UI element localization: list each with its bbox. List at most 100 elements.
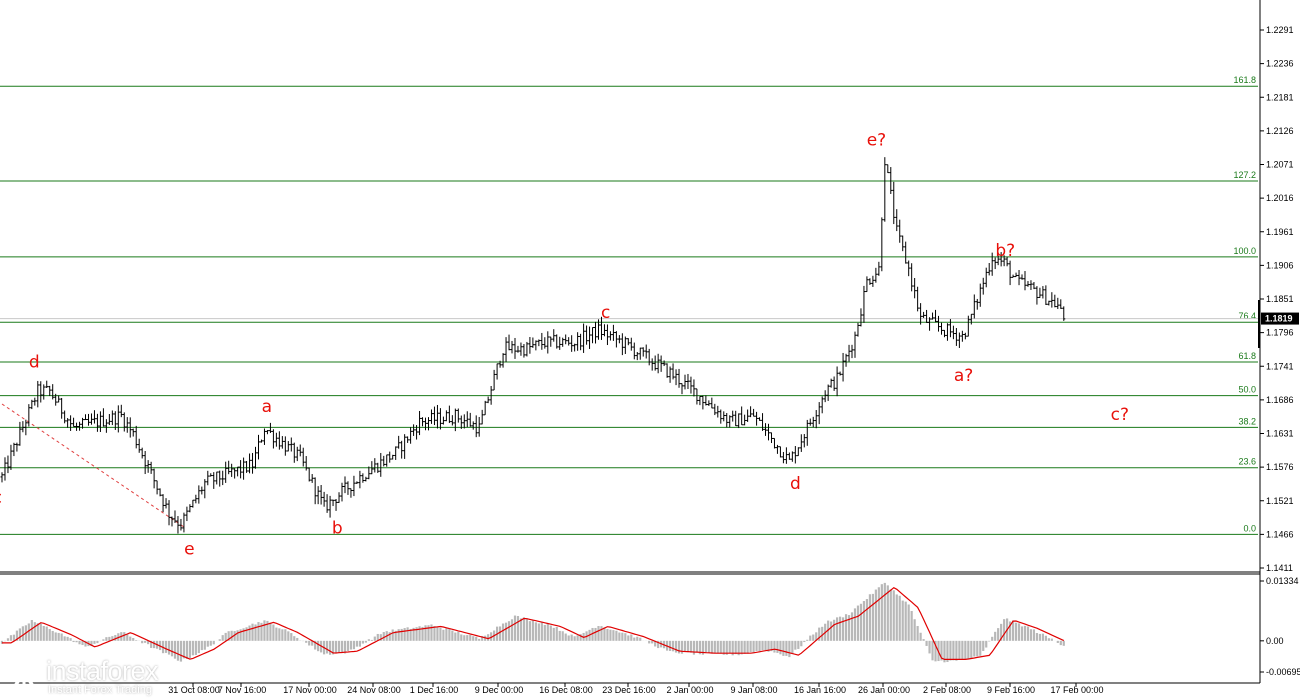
price-bar [564,334,568,345]
price-bar [853,331,857,358]
price-bar [450,415,454,426]
price-bar [188,504,192,513]
price-bar [1017,270,1021,286]
price-bar [89,413,93,425]
price-bar [1005,256,1009,267]
price-bar [561,337,565,347]
price-bar [400,440,404,459]
price-bar [960,330,964,342]
price-bar [233,468,237,479]
price-bar [215,471,219,485]
time-tick-label: 17 Feb 00:00 [1050,685,1103,695]
price-bar [230,463,234,477]
price-bar [913,278,917,299]
price-bar [412,424,416,436]
price-bar [510,340,514,354]
price-bar [477,416,481,437]
price-bar [346,481,350,495]
price-bar [919,303,923,325]
price-bar [582,323,586,353]
price-bar [340,482,344,502]
price-bar [310,474,314,483]
price-bar [993,257,997,270]
price-bar [725,412,729,428]
price-bar [75,422,79,431]
price-bar [692,379,696,397]
price-bar [963,332,967,340]
price-bar [817,402,821,425]
price-bar [480,409,484,425]
price-bar [823,390,827,403]
price-bar [468,412,472,427]
price-bar [140,447,144,459]
price-bar [555,334,559,349]
price-bar [680,383,684,395]
price-bar [447,405,451,424]
price-bar [328,495,332,518]
fib-level-label: 161.8 [1233,75,1256,85]
price-bar [364,476,368,482]
price-bar [301,447,305,467]
price-bar [36,380,40,408]
price-bar [847,344,851,362]
price-bar [850,344,854,359]
price-bar [9,444,13,470]
price-bar [239,460,243,479]
fib-level-label: 76.4 [1238,311,1256,321]
price-bar [567,337,571,346]
price-bar [337,492,341,503]
price-bar [576,332,580,351]
price-bar [743,414,747,426]
price-tick-label: 1.1631 [1266,429,1294,439]
price-bar [78,421,82,431]
price-tick-label: 1.1961 [1266,227,1294,237]
price-bar [504,337,508,362]
price-bar [128,417,132,438]
price-bar [92,410,96,424]
price-bar [173,510,177,523]
price-bar [599,316,603,340]
price-bar [495,363,499,380]
price-bar [131,428,135,437]
price-bar [588,326,592,349]
price-bar [769,432,773,444]
wave-label: c [0,488,2,508]
price-bar [835,366,839,397]
price-bar [617,335,621,344]
price-bar [185,506,189,522]
price-tick-label: 1.1906 [1266,260,1294,270]
price-bar [755,411,759,426]
price-bar [492,369,496,391]
price-bar [388,451,392,463]
price-bar [922,311,926,318]
price-bar [251,452,255,474]
price-bar [605,324,609,346]
price-bar [939,322,943,335]
current-price-marker: 1.1819 [1258,300,1299,348]
signal-line [2,586,1065,660]
price-bar [552,329,556,342]
price-bar [167,500,171,526]
price-bar [137,438,141,453]
price-bar [892,181,896,225]
fib-level-label: 61.8 [1238,351,1256,361]
price-bar [358,470,362,489]
price-bar [152,468,156,489]
price-bar [262,428,266,445]
price-bar [1002,255,1006,267]
price-bar [740,406,744,426]
price-bar [710,397,714,409]
price-bar [811,416,815,428]
price-bar [597,319,600,340]
price-bar [1032,282,1036,290]
price-tick-label: 1.1741 [1266,361,1294,371]
price-bar [176,516,180,534]
price-bar [486,396,490,404]
price-bar [197,485,201,504]
price-bar [48,385,52,397]
price-bar [534,340,538,351]
price-bar [444,410,448,422]
time-tick-label: 24 Nov 08:00 [347,685,401,695]
price-bar [969,313,973,325]
